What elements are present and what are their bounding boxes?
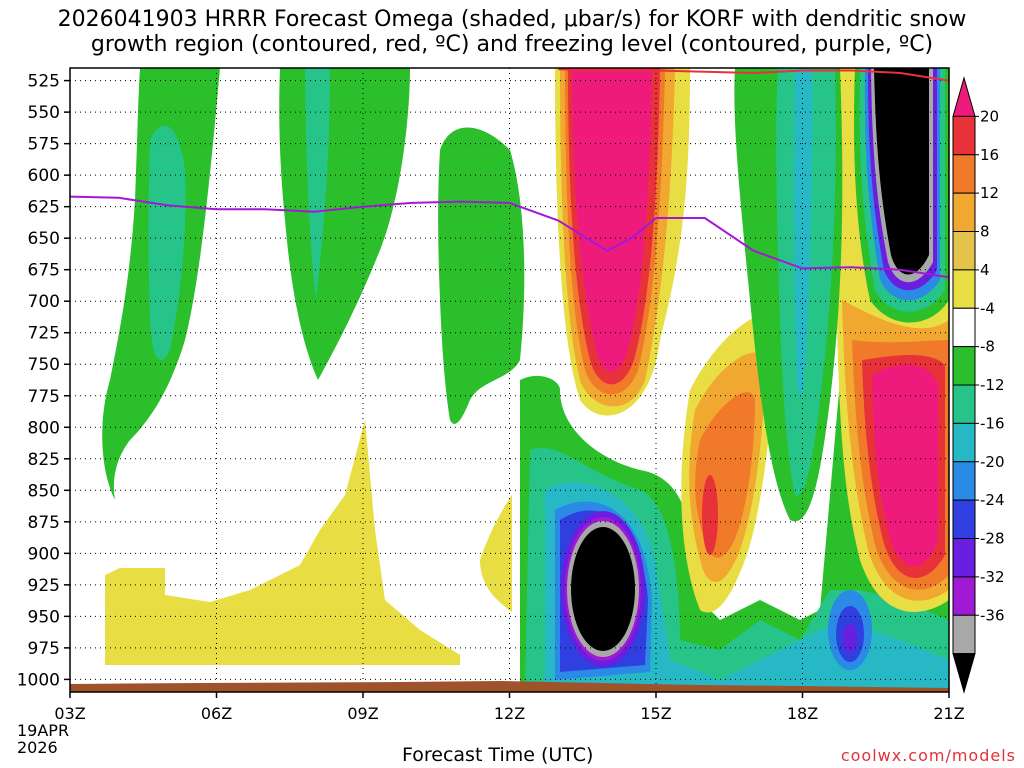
x-tick-label: 18Z bbox=[787, 704, 818, 723]
x-axis-label: Forecast Time (UTC) bbox=[402, 744, 594, 766]
freezing-level-contour bbox=[70, 195, 949, 279]
omega-region bbox=[793, 68, 813, 397]
colorbar-label: -20 bbox=[980, 453, 1005, 471]
y-tick-label: 600 bbox=[28, 166, 60, 186]
colorbar-swatch bbox=[952, 614, 976, 655]
date-label-line1: 19APR bbox=[17, 721, 70, 740]
colorbar-swatch bbox=[952, 115, 976, 156]
colorbar-swatch bbox=[952, 307, 976, 348]
colorbar-label: 4 bbox=[980, 261, 990, 279]
omega-region bbox=[572, 68, 652, 372]
y-tick-label: 875 bbox=[28, 513, 60, 533]
omega-region bbox=[874, 68, 929, 275]
colorbar-swatch bbox=[952, 154, 976, 194]
y-tick-label: 675 bbox=[28, 261, 60, 281]
omega-region bbox=[105, 420, 460, 665]
y-tick-label: 800 bbox=[28, 418, 60, 438]
colorbar: 20 16 12 8 4 -4 -8 -12 -16 -20 -24 -28 -32 -36 bbox=[952, 76, 1005, 694]
chart-title-line1: 2026041903 HRRR Forecast Omega (shaded, … bbox=[57, 7, 967, 32]
dendritic-growth-contour bbox=[558, 68, 949, 82]
x-tick-label: 09Z bbox=[347, 704, 378, 723]
y-tick-label: 900 bbox=[28, 544, 60, 564]
colorbar-label: -16 bbox=[980, 414, 1005, 432]
y-tick-label: 975 bbox=[28, 639, 60, 659]
omega-region bbox=[480, 495, 512, 612]
colorbar-swatch bbox=[952, 346, 976, 386]
date-label-line2: 2026 bbox=[17, 738, 58, 757]
grid-lines bbox=[70, 68, 949, 692]
colorbar-label: -24 bbox=[980, 491, 1005, 509]
colorbar-label: -28 bbox=[980, 530, 1005, 548]
omega-region bbox=[305, 68, 330, 300]
colorbar-label: 12 bbox=[980, 184, 999, 202]
y-tick-label: 725 bbox=[28, 324, 60, 344]
colorbar-swatch bbox=[952, 422, 976, 463]
y-tick-label: 575 bbox=[28, 135, 60, 155]
colorbar-swatch bbox=[952, 499, 976, 539]
credit-link[interactable]: coolwx.com/models bbox=[840, 746, 1016, 765]
omega-region bbox=[148, 125, 186, 360]
colorbar-label: 20 bbox=[980, 107, 999, 125]
surface-terrain bbox=[70, 681, 949, 692]
x-tick-label: 12Z bbox=[494, 704, 525, 723]
colorbar-label: -36 bbox=[980, 606, 1005, 624]
x-tick-label: 21Z bbox=[933, 704, 964, 723]
colorbar-cap-bottom bbox=[952, 653, 976, 694]
x-axis: 03Z 06Z 09Z 12Z 15Z 18Z 21Z bbox=[54, 692, 965, 723]
x-tick-label: 15Z bbox=[640, 704, 671, 723]
y-tick-label: 650 bbox=[28, 229, 60, 249]
colorbar-label: -12 bbox=[980, 376, 1005, 394]
x-tick-label: 06Z bbox=[201, 704, 232, 723]
colorbar-label: -8 bbox=[980, 338, 995, 356]
omega-region bbox=[843, 624, 857, 652]
y-tick-label: 825 bbox=[28, 450, 60, 470]
y-tick-label: 925 bbox=[28, 576, 60, 596]
omega-region bbox=[571, 527, 635, 651]
y-tick-label: 525 bbox=[28, 72, 60, 92]
omega-shaded-field bbox=[102, 68, 949, 690]
colorbar-cap-top bbox=[952, 76, 976, 117]
y-axis: 525 550 575 600 625 650 675 700 725 750 775 800 825 8… bbox=[17, 72, 70, 690]
omega-region bbox=[438, 127, 525, 424]
colorbar-swatch bbox=[952, 384, 976, 424]
y-tick-label: 625 bbox=[28, 198, 60, 218]
colorbar-swatch bbox=[952, 231, 976, 271]
y-tick-label: 550 bbox=[28, 103, 60, 123]
y-tick-label: 850 bbox=[28, 481, 60, 501]
colorbar-swatch bbox=[952, 461, 976, 501]
colorbar-swatch bbox=[952, 538, 976, 578]
x-tick-label: 03Z bbox=[54, 704, 85, 723]
colorbar-swatch bbox=[952, 576, 976, 616]
colorbar-label: 8 bbox=[980, 223, 990, 241]
colorbar-swatch bbox=[952, 192, 976, 232]
y-tick-label: 950 bbox=[28, 607, 60, 627]
omega-region bbox=[702, 475, 718, 555]
y-tick-label: 1000 bbox=[17, 670, 60, 690]
chart-title-line2: growth region (contoured, red, ºC) and f… bbox=[90, 32, 934, 57]
y-tick-label: 700 bbox=[28, 292, 60, 312]
colorbar-label: -4 bbox=[980, 299, 995, 317]
y-tick-label: 750 bbox=[28, 355, 60, 375]
colorbar-label: -32 bbox=[980, 568, 1005, 586]
y-tick-label: 775 bbox=[28, 387, 60, 407]
colorbar-swatch bbox=[952, 269, 976, 309]
omega-region bbox=[872, 364, 938, 567]
colorbar-label: 16 bbox=[980, 146, 999, 164]
plot-area bbox=[70, 68, 949, 692]
